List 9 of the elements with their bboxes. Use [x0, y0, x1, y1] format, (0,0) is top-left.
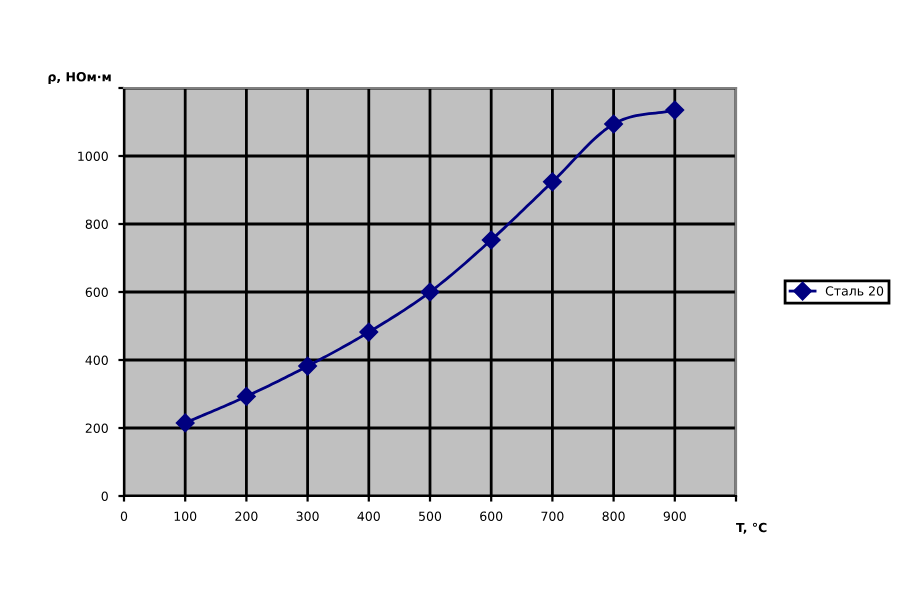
point	[175, 413, 195, 433]
point	[237, 387, 256, 406]
point	[481, 230, 501, 250]
point	[359, 322, 379, 342]
point	[420, 282, 440, 302]
point	[604, 114, 623, 134]
point	[543, 172, 562, 192]
point	[298, 356, 317, 376]
point	[665, 100, 685, 120]
